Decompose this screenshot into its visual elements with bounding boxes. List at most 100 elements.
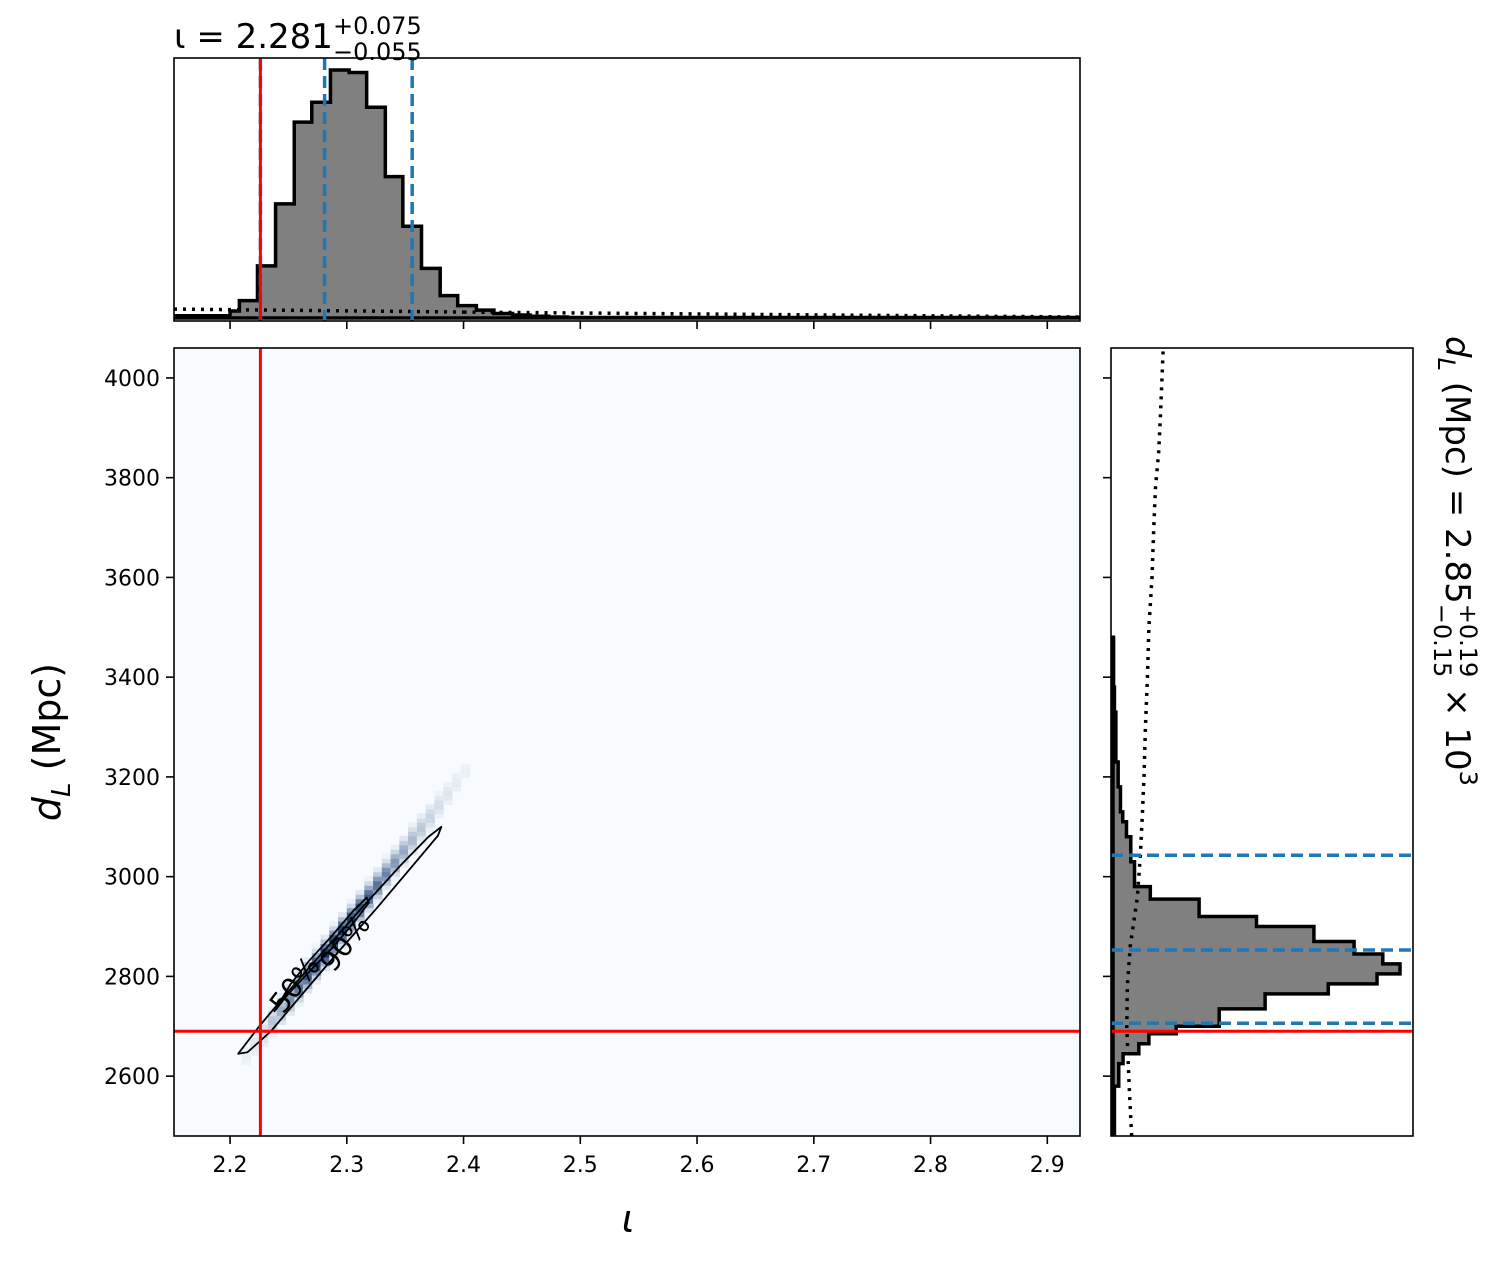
density-cell: [434, 799, 444, 805]
density-cell: [303, 956, 313, 963]
density-cell: [443, 790, 453, 796]
density-cell: [338, 912, 348, 918]
density-cell: [408, 844, 418, 850]
iota-marginal-panel: ι = 2.281+0.075 −0.055: [173, 12, 1081, 329]
density-cell: [425, 826, 435, 832]
density-cell: [434, 790, 444, 796]
density-cell: [303, 974, 313, 980]
density-cell: [399, 844, 409, 850]
density-cell: [276, 1001, 287, 1007]
density-cell: [460, 772, 470, 779]
density-cell: [364, 903, 374, 909]
density-cell: [381, 876, 392, 882]
density-cell: [355, 916, 365, 922]
y-tick-label-3: 3200: [104, 766, 160, 791]
density-cell: [373, 871, 383, 877]
density-cell: [399, 862, 409, 868]
iota-prior-line-tail: [463, 310, 1080, 319]
density-cell: [425, 813, 435, 819]
density-cell: [311, 979, 322, 985]
density-cell: [381, 871, 392, 877]
density-cell: [381, 858, 392, 864]
density-cell: [346, 907, 357, 913]
y-tick-label-6: 3800: [104, 467, 160, 492]
density-cell: [408, 835, 418, 841]
density-cell: [364, 894, 374, 900]
density-cell: [276, 992, 287, 998]
distance-histogram-outline: [1111, 635, 1402, 1136]
density-cell: [443, 786, 453, 792]
density-cell: [311, 970, 322, 976]
density-cell: [416, 817, 427, 823]
density-cell: [355, 894, 365, 900]
y-axis-label-unit: (Mpc): [25, 663, 69, 783]
distance-title-minus: −0.15: [1428, 604, 1456, 678]
density-cell: [338, 916, 348, 922]
density-cell: [434, 795, 444, 801]
density-cell: [381, 885, 392, 891]
joint-density-frame: [173, 347, 1081, 1137]
density-cell: [320, 934, 330, 940]
density-cell: [399, 840, 409, 846]
density-cell: [259, 1024, 269, 1030]
density-cell: [329, 947, 339, 954]
distance-title-sub: L: [1432, 358, 1460, 371]
density-cell: [381, 862, 392, 868]
density-cell: [285, 992, 295, 998]
density-cell: [285, 1010, 295, 1016]
density-cell: [373, 876, 383, 882]
y-axis-label-sub: L: [47, 782, 77, 797]
distance-histogram-fill: [1113, 637, 1400, 1136]
density-cell: [451, 777, 462, 783]
density-cell: [408, 840, 418, 846]
joint-density-background: [174, 348, 1080, 1136]
density-cell: [329, 934, 339, 940]
density-cell: [434, 813, 444, 819]
density-cell: [276, 1019, 287, 1025]
density-cell: [250, 1051, 260, 1057]
density-cell: [241, 1060, 252, 1066]
density-cell: [416, 826, 427, 832]
density-cell: [241, 1051, 252, 1057]
y-tick-label-2: 3000: [104, 866, 160, 891]
density-cell: [399, 849, 409, 855]
joint-density-panel: 50%90% 2.2 2.3 2.4 2.5 2.6 2.7 2.8 2.9260028003…: [25, 347, 1081, 1241]
density-cell: [259, 1033, 269, 1039]
y-tick-label-4: 3400: [104, 666, 160, 691]
distance-title-exp-base: × 10: [1437, 677, 1477, 770]
density-cell: [416, 813, 427, 819]
y-axis-label-symbol: d: [25, 796, 69, 821]
density-cell: [320, 956, 330, 963]
density-cell: [346, 930, 357, 936]
density-cell: [311, 965, 322, 972]
density-cell: [460, 768, 470, 774]
density-cell: [443, 795, 453, 801]
distance-marginal-frame: [1110, 347, 1414, 1137]
density-cell: [329, 939, 339, 945]
x-tick-label-3: 2.5: [563, 1153, 598, 1178]
density-cell: [355, 921, 365, 927]
density-cell: [451, 781, 462, 787]
density-cell: [285, 997, 295, 1003]
density-cell: [399, 835, 409, 841]
density-cell: [259, 1042, 269, 1048]
density-cell: [320, 943, 330, 949]
density-cell: [346, 903, 357, 909]
density-cell: [250, 1033, 260, 1039]
density-cell: [294, 997, 304, 1003]
x-tick-label-7: 2.9: [1030, 1153, 1065, 1178]
density-cell: [390, 876, 400, 882]
density-cell: [294, 983, 304, 989]
density-cell: [267, 1015, 278, 1021]
x-axis-label: ι: [622, 1197, 635, 1241]
iota-title-plus: +0.075: [333, 12, 422, 40]
density-cell: [267, 1033, 278, 1039]
x-tick-label-0: 2.2: [213, 1153, 248, 1178]
density-cell: [381, 867, 392, 873]
density-cell: [443, 781, 453, 787]
density-cell: [276, 1006, 287, 1012]
y-tick-label-1: 2800: [104, 965, 160, 990]
density-cell: [425, 804, 435, 810]
density-cell: [276, 1010, 287, 1016]
density-cell: [425, 822, 435, 828]
